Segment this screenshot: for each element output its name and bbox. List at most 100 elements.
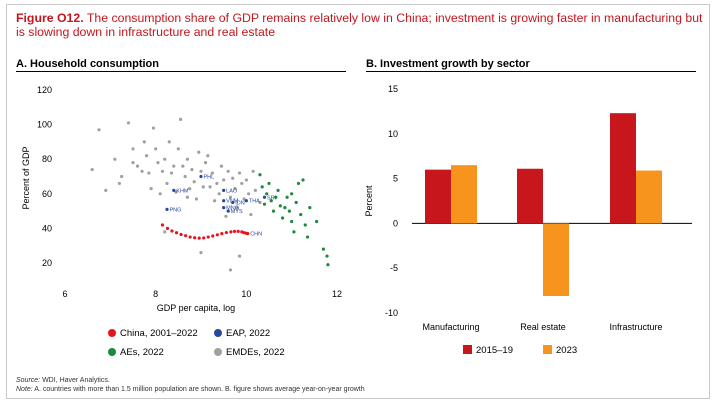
a-point-emdes [135,164,140,168]
a-point-emdes [156,161,160,165]
a-ytick-label: 60 [42,189,52,199]
a-point-emdes [131,161,135,165]
a-point-eap [199,174,203,179]
a-point-emdes [176,147,180,151]
a-point-emdes [185,195,189,199]
a-xtick-label: 12 [332,289,342,299]
a-legend-label: China, 2001–2022 [120,328,198,339]
a-ytick-label: 80 [42,154,52,164]
panel-a-rule [16,71,346,72]
a-point-emdes [113,157,117,161]
a-point-china [211,234,215,238]
panel-b-title: B. Investment growth by sector [366,58,530,70]
a-point-aes [292,230,296,234]
note-label: Note: [16,386,33,393]
a-point-china [183,234,188,238]
a-point-emdes [104,188,108,192]
a-point-aes [305,235,310,239]
a-point-aes [274,195,278,199]
a-legend-label: EAP, 2022 [226,328,270,339]
a-point-emdes [160,169,165,173]
b-ytick-label: -5 [390,263,398,273]
a-eap-label: VNM [226,199,239,205]
a-point-aes [325,254,329,258]
source-text: WDI, Haver Analytics. [42,377,110,384]
a-point-emdes [222,178,226,182]
a-point-emdes [226,169,230,173]
a-point-eap [222,199,226,203]
a-point-emdes [224,214,228,218]
b-bar-manufacturing-0 [425,169,451,224]
a-point-emdes [215,181,219,186]
a-point-aes [278,204,282,208]
a-ytick-label: 120 [37,85,52,95]
b-category-label: Real estate [520,322,566,332]
a-point-eap [231,200,235,205]
a-point-eap [172,188,176,192]
a-point-emdes [172,164,176,168]
note-line: Note: A. countries with more than 1.5 mi… [16,386,365,393]
b-ytick-label: 10 [388,129,398,139]
a-point-china [197,236,201,240]
a-point-emdes [183,174,187,179]
a-point-emdes [126,121,131,125]
a-point-emdes [237,171,242,175]
a-point-emdes [192,180,196,184]
a-legend-marker [108,348,116,356]
a-point-emdes [206,154,210,158]
a-point-emdes [228,268,233,272]
b-legend-label: 2015–19 [476,345,513,356]
a-point-eap [244,199,248,203]
a-point-eap [226,209,230,213]
b-ytick-label: 0 [393,218,398,228]
a-point-emdes [217,192,221,196]
a-point-emdes [251,169,255,173]
a-point-china [224,230,228,235]
b-legend-label: 2023 [556,345,577,356]
a-point-emdes [247,192,251,196]
a-point-emdes [258,200,262,205]
a-point-china [229,230,233,234]
a-point-china [246,231,250,236]
a-eap-label: KHM [176,188,189,194]
a-legend-label: AEs, 2022 [120,347,164,358]
a-point-aes [267,181,271,186]
a-point-emdes [240,181,244,186]
a-point-aes [265,192,269,196]
b-legend-marker [543,345,552,354]
a-point-emdes [179,117,183,122]
b-ytick-label: 15 [388,84,398,94]
figure-frame [6,4,710,399]
b-category-label: Infrastructure [609,322,662,332]
a-point-china [170,229,174,233]
b-ytick-label: 5 [393,174,398,184]
a-point-aes [287,209,291,213]
a-point-emdes [147,171,151,175]
a-point-aes [276,188,280,192]
a-eap-label: PHL [204,175,215,181]
b-ytick-label: -10 [385,308,398,318]
a-point-emdes [145,154,149,158]
b-yaxis-label: Percent [364,185,374,217]
source-line: Source: WDI, Haver Analytics. [16,377,110,384]
b-bar-infrastructure-0 [610,113,636,224]
a-legend-marker [214,329,222,337]
a-eap-label: MYS [231,209,243,215]
a-point-aes [285,195,289,199]
a-point-emdes [233,187,237,191]
a-point-emdes [197,150,201,154]
a-point-emdes [208,185,212,189]
a-point-aes [271,209,276,213]
a-point-emdes [199,169,203,173]
a-point-aes [281,216,285,220]
a-point-emdes [210,171,214,175]
a-point-china [179,232,183,237]
a-point-emdes [117,181,121,186]
figure-title-text: The consumption share of GDP remains rel… [16,11,703,39]
a-eap-label: THA [249,199,260,205]
b-bar-real-estate-1 [543,223,569,296]
a-xaxis-label: GDP per capita, log [157,303,235,313]
a-point-emdes [163,157,167,161]
a-point-china [188,235,192,239]
